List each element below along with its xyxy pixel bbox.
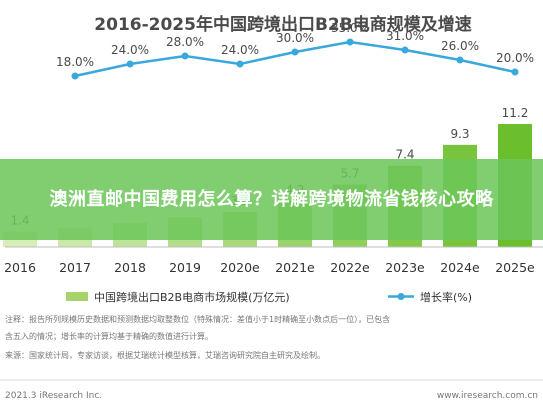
- growth-point-2017: [71, 72, 79, 80]
- note-line-3: 来源：国家统计局，专家访谈，根据艾瑞统计模型核算，艾瑞咨询研究院自主研究及绘制。: [5, 350, 325, 360]
- growth-point-2022e: [346, 38, 354, 46]
- note-line-2: 含五入的情况；增长率的计算均基于精确的数值进行计算。: [5, 331, 213, 341]
- legend: 中国跨境出口B2B电商市场规模(万亿元) 增长率(%): [66, 290, 472, 304]
- chart-title: 2016-2025年中国跨境出口B2B电商规模及增速: [94, 14, 471, 35]
- x-tick-2022e: 2022e: [330, 260, 370, 275]
- growth-label-2017: 18.0%: [56, 55, 94, 69]
- note-line-1: 注释：报告所列规模历史数据和预测数据均取整数位（特殊情况：差值小于1时精确至小数…: [5, 314, 390, 324]
- growth-point-2018: [126, 60, 134, 68]
- footer-website: www.iresearch.com.cn: [437, 391, 538, 401]
- x-tick-2018: 2018: [114, 260, 146, 275]
- growth-point-2023e: [401, 46, 409, 54]
- x-tick-2020e: 2020e: [220, 260, 260, 275]
- growth-label-2022e: 35.0%: [331, 21, 369, 35]
- growth-point-2020e: [236, 60, 244, 68]
- growth-point-2024e: [456, 56, 464, 64]
- x-tick-2023e: 2023e: [385, 260, 425, 275]
- banner-title: 澳洲直邮中国费用怎么算？详解跨境物流省钱核心攻略: [49, 189, 494, 210]
- bar-value-label-2023e: 7.4: [395, 148, 414, 162]
- x-tick-2021e: 2021e: [275, 260, 315, 275]
- x-tick-2019: 2019: [169, 260, 201, 275]
- title-banner: 澳洲直邮中国费用怎么算？详解跨境物流省钱核心攻略: [0, 159, 543, 240]
- legend-line-marker: [397, 293, 405, 300]
- growth-label-2024e: 26.0%: [441, 39, 479, 53]
- growth-point-2019: [181, 52, 189, 60]
- legend-bar-label: 中国跨境出口B2B电商市场规模(万亿元): [94, 290, 290, 304]
- growth-label-2025e: 20.0%: [496, 51, 534, 65]
- growth-label-2018: 24.0%: [111, 43, 149, 57]
- bar-value-label-2024e: 9.3: [450, 127, 469, 141]
- growth-label-2019: 28.0%: [166, 35, 204, 49]
- growth-label-2023e: 31.0%: [386, 29, 424, 43]
- x-tick-2017: 2017: [59, 260, 91, 275]
- footer-copyright: 2021.3 iResearch Inc.: [5, 391, 102, 401]
- legend-line-label: 增长率(%): [420, 290, 472, 304]
- notes: 注释：报告所列规模历史数据和预测数据均取整数位（特殊情况：差值小于1时精确至小数…: [5, 314, 390, 360]
- x-tick-2025e: 2025e: [495, 260, 535, 275]
- growth-label-2020e: 24.0%: [221, 43, 259, 57]
- growth-point-2025e: [511, 68, 519, 76]
- growth-label-2021e: 30.0%: [276, 31, 314, 45]
- bar-value-label-2025e: 11.2: [502, 106, 529, 120]
- x-tick-2016: 2016: [4, 260, 36, 275]
- x-tick-2024e: 2024e: [440, 260, 480, 275]
- legend-bar-swatch: [66, 292, 88, 301]
- growth-point-2021e: [291, 48, 299, 56]
